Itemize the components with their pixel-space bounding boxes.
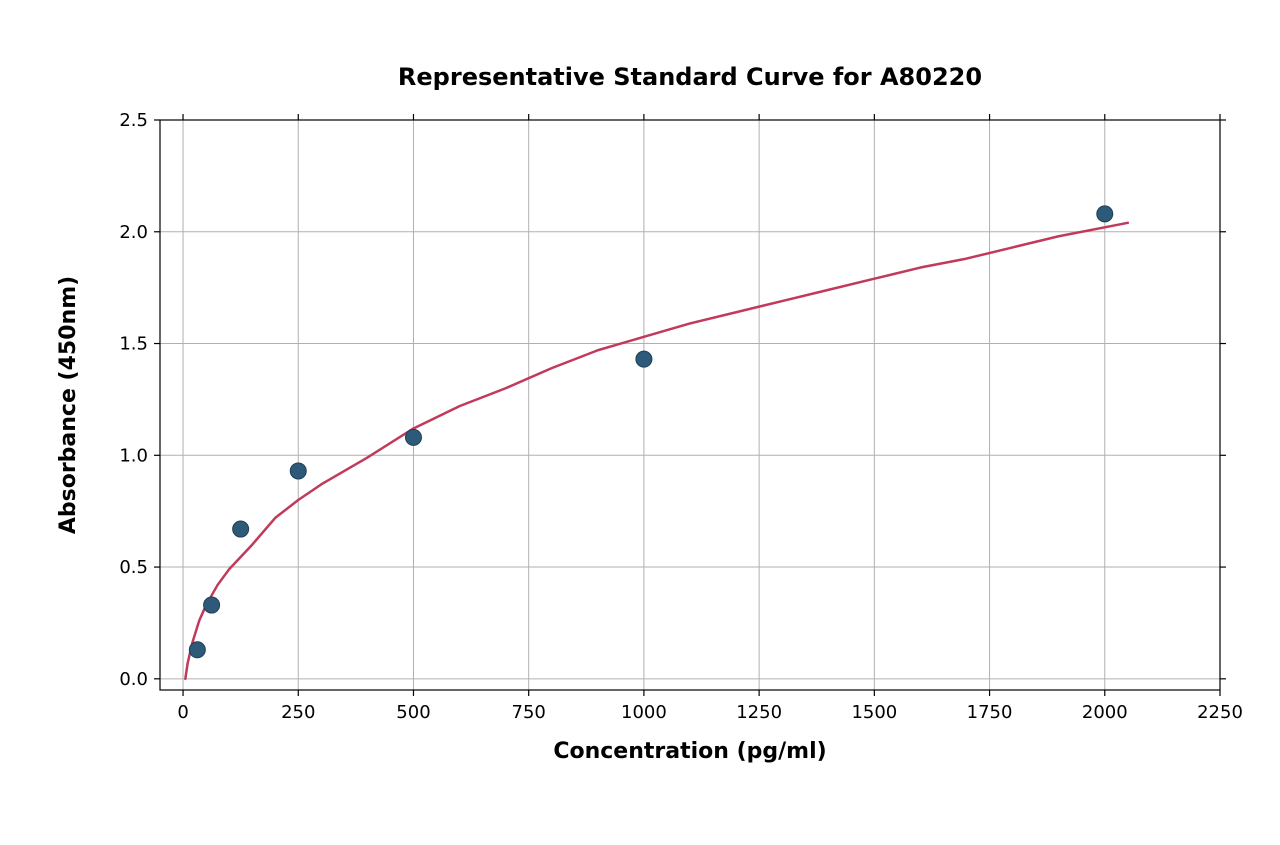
data-point <box>636 351 652 367</box>
x-tick-label: 1500 <box>851 702 897 723</box>
y-tick-label: 0.5 <box>119 557 148 578</box>
x-tick-label: 500 <box>396 702 430 723</box>
y-tick-label: 1.5 <box>119 334 148 355</box>
y-tick-label: 0.0 <box>119 669 148 690</box>
x-tick-label: 2250 <box>1197 702 1243 723</box>
chart-title: Representative Standard Curve for A80220 <box>398 63 982 91</box>
x-tick-label: 1000 <box>621 702 667 723</box>
x-tick-label: 0 <box>177 702 188 723</box>
x-tick-label: 1250 <box>736 702 782 723</box>
x-tick-label: 2000 <box>1082 702 1128 723</box>
x-tick-label: 750 <box>512 702 546 723</box>
y-tick-label: 2.5 <box>119 110 148 131</box>
y-tick-label: 2.0 <box>119 222 148 243</box>
data-point <box>405 429 421 445</box>
data-point <box>1097 206 1113 222</box>
data-point <box>233 521 249 537</box>
data-point <box>290 463 306 479</box>
x-tick-label: 1750 <box>967 702 1013 723</box>
x-axis-label: Concentration (pg/ml) <box>553 739 826 764</box>
y-tick-label: 1.0 <box>119 445 148 466</box>
data-point <box>204 597 220 613</box>
standard-curve-chart: 0 250 500 750 1000 1250 1500 1750 2000 2250 0.0 0.… <box>0 0 1280 845</box>
data-point <box>189 642 205 658</box>
chart-container: 0 250 500 750 1000 1250 1500 1750 2000 2250 0.0 0.… <box>0 0 1280 845</box>
x-tick-label: 250 <box>281 702 315 723</box>
y-axis-label: Absorbance (450nm) <box>56 276 81 534</box>
